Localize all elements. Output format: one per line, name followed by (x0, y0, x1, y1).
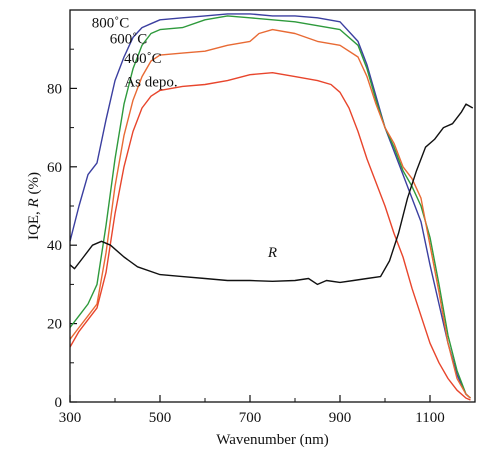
y-tick-label-20: 20 (47, 317, 62, 333)
series-line-4 (69, 103, 474, 286)
y-tick-label-80: 80 (47, 81, 62, 97)
x-tick-label-700: 700 (239, 410, 262, 426)
series-label-1: 600˚C (110, 31, 148, 47)
y-tick-label-0: 0 (55, 395, 63, 411)
x-tick-label-300: 300 (59, 410, 82, 426)
y-tick-label-60: 60 (47, 160, 62, 176)
x-tick-label-1100: 1100 (415, 410, 444, 426)
y-axis-label: IQE, R (%) (26, 172, 42, 240)
series-label-4: R (267, 245, 277, 261)
y-axis-label-suffix: (%) (26, 172, 42, 198)
y-tick-label-40: 40 (47, 238, 62, 254)
y-axis-label-italic: R (26, 198, 42, 208)
series-label-3: As depo. (124, 74, 177, 90)
plot-frame (69, 9, 476, 403)
x-axis-label: Wavenumber (nm) (216, 432, 329, 448)
series-label-2: 400˚C (124, 51, 162, 67)
series-line-3 (69, 72, 471, 401)
series-line-2 (69, 28, 471, 399)
x-tick-label-500: 500 (149, 410, 172, 426)
x-tick-label-900: 900 (329, 410, 352, 426)
y-axis-label-prefix: IQE, (26, 207, 42, 240)
series-line-0 (69, 13, 471, 399)
series-label-0: 800˚C (92, 16, 130, 32)
